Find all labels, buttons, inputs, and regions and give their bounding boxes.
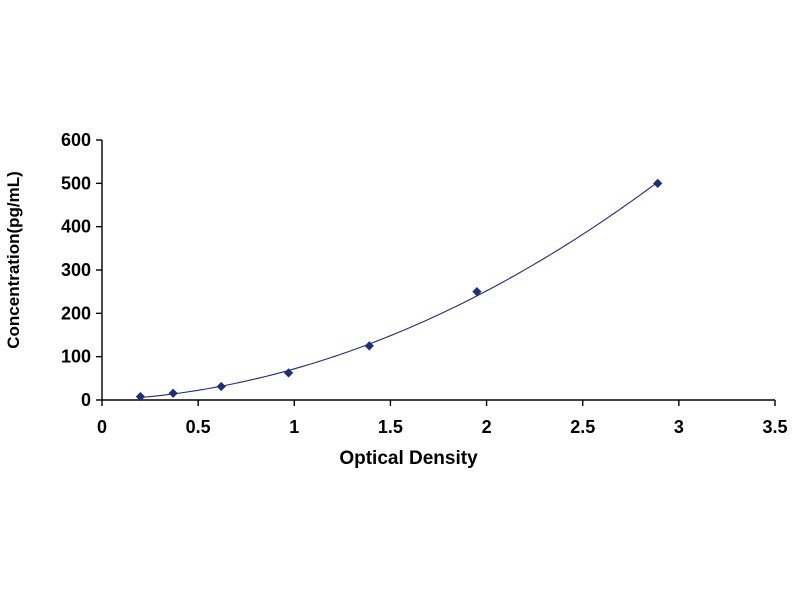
markers-layer xyxy=(135,178,663,402)
trendline-layer xyxy=(140,181,659,399)
axes-layer: 0 0.5 1 1.5 2 2.5 3 3.5 0 100 200 300 400 500 600 xyxy=(61,130,788,437)
data-point-marker xyxy=(364,341,374,351)
y-tick-label: 500 xyxy=(61,173,91,193)
data-point-marker xyxy=(472,287,482,297)
y-tick-label: 600 xyxy=(61,130,91,150)
x-tick-label: 3.5 xyxy=(762,417,787,437)
data-point-marker xyxy=(216,381,226,392)
data-point-marker xyxy=(283,368,294,378)
data-point-marker xyxy=(168,388,178,398)
trendline xyxy=(140,181,659,399)
x-tick-label: 2 xyxy=(482,417,492,437)
y-tick-label: 100 xyxy=(61,347,91,367)
x-tick-label: 0.5 xyxy=(186,417,211,437)
y-tick-label: 0 xyxy=(81,390,91,410)
x-tick-label: 0 xyxy=(97,417,107,437)
data-point-marker xyxy=(653,178,663,188)
y-axis-title: Concentration(pg/mL) xyxy=(4,171,23,349)
data-point-marker xyxy=(135,391,146,402)
x-tick-label: 3 xyxy=(674,417,684,437)
x-tick-label: 1.5 xyxy=(378,417,403,437)
x-axis-title: Optical Density xyxy=(339,448,478,469)
y-tick-label: 300 xyxy=(61,260,91,280)
y-tick-label: 400 xyxy=(61,217,91,237)
x-tick-label: 2.5 xyxy=(570,417,595,437)
y-tick-label: 200 xyxy=(61,303,91,323)
x-tick-label: 1 xyxy=(289,417,299,437)
